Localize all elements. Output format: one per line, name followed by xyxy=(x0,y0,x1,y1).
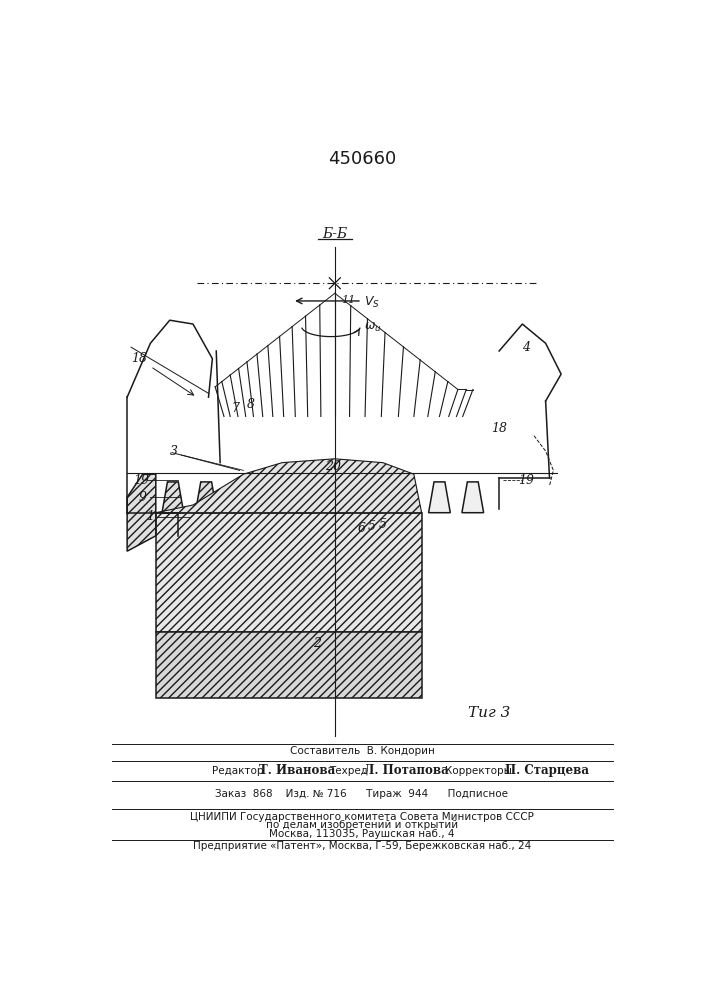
Text: ЦНИИПИ Государственного комитета Совета Министров СССР: ЦНИИПИ Государственного комитета Совета … xyxy=(190,812,534,822)
Text: по делам изобретений и открытий: по делам изобретений и открытий xyxy=(266,820,458,830)
Text: Москва, 113035, Раушская наб., 4: Москва, 113035, Раушская наб., 4 xyxy=(269,829,455,839)
Polygon shape xyxy=(395,482,417,513)
Polygon shape xyxy=(156,459,421,513)
Text: П. Старцева: П. Старцева xyxy=(506,764,590,777)
Polygon shape xyxy=(262,482,284,513)
Text: Предприятие «Патент», Москва, Г-59, Бережковская наб., 24: Предприятие «Патент», Москва, Г-59, Бере… xyxy=(193,841,531,851)
Text: 19: 19 xyxy=(518,474,534,487)
Text: 19: 19 xyxy=(134,474,149,487)
Text: 18: 18 xyxy=(491,422,508,434)
Polygon shape xyxy=(156,632,421,698)
Polygon shape xyxy=(162,482,184,513)
Text: 5: 5 xyxy=(378,518,386,531)
Text: Л. Потапова: Л. Потапова xyxy=(363,764,448,777)
Text: Т. Иванова: Т. Иванова xyxy=(259,764,335,777)
Text: 7: 7 xyxy=(232,402,240,415)
Text: Заказ  868    Изд. № 716      Тираж  944      Подписное: Заказ 868 Изд. № 716 Тираж 944 Подписное xyxy=(216,789,508,799)
Text: 1: 1 xyxy=(146,510,155,523)
Polygon shape xyxy=(329,482,351,513)
Text: Составитель  В. Кондорин: Составитель В. Кондорин xyxy=(289,746,434,756)
Text: 11: 11 xyxy=(341,295,356,305)
Polygon shape xyxy=(362,482,384,513)
Text: 2: 2 xyxy=(313,637,321,650)
Polygon shape xyxy=(462,482,484,513)
Text: Редактор: Редактор xyxy=(212,766,264,776)
Text: 3: 3 xyxy=(170,445,177,458)
Polygon shape xyxy=(228,482,250,513)
Text: $V_S$: $V_S$ xyxy=(363,295,380,310)
Polygon shape xyxy=(296,482,317,513)
Polygon shape xyxy=(156,513,421,632)
Polygon shape xyxy=(127,474,156,551)
Text: 4: 4 xyxy=(522,341,530,354)
Text: $\omega_u$: $\omega_u$ xyxy=(364,321,382,334)
Polygon shape xyxy=(428,482,450,513)
Text: 5: 5 xyxy=(368,520,376,533)
Text: Корректоры:: Корректоры: xyxy=(445,766,515,776)
Text: 18: 18 xyxy=(131,352,147,365)
Text: Τиг 3: Τиг 3 xyxy=(468,706,510,720)
Polygon shape xyxy=(195,482,217,513)
Text: 450660: 450660 xyxy=(328,149,396,167)
Text: 6: 6 xyxy=(358,522,366,535)
Text: 8: 8 xyxy=(247,398,255,411)
Text: Б-Б: Б-Б xyxy=(322,227,347,241)
Text: 9: 9 xyxy=(139,491,147,504)
Text: 20: 20 xyxy=(325,460,341,473)
Text: Техред: Техред xyxy=(329,766,368,776)
